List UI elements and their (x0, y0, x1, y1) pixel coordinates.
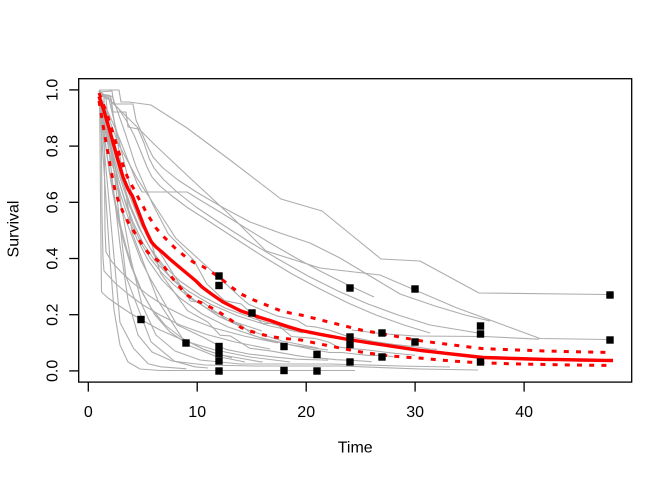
svg-text:1.0: 1.0 (45, 79, 62, 101)
svg-text:10: 10 (188, 404, 206, 421)
svg-text:30: 30 (406, 404, 424, 421)
svg-text:0.0: 0.0 (45, 360, 62, 382)
svg-text:Survival: Survival (6, 201, 23, 258)
svg-text:20: 20 (297, 404, 315, 421)
svg-text:0.8: 0.8 (45, 135, 62, 157)
svg-text:0.4: 0.4 (45, 247, 62, 269)
svg-text:0.6: 0.6 (45, 191, 62, 213)
svg-text:Time: Time (338, 440, 373, 457)
svg-text:0: 0 (84, 404, 93, 421)
svg-text:40: 40 (515, 404, 533, 421)
svg-text:0.2: 0.2 (45, 303, 62, 325)
